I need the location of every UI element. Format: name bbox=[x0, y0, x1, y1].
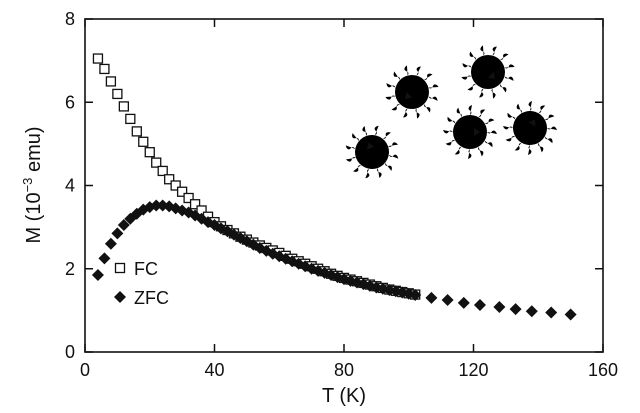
data-point bbox=[131, 126, 142, 137]
data-point bbox=[105, 76, 117, 87]
legend-label: ZFC bbox=[134, 288, 169, 308]
data-point bbox=[151, 157, 162, 168]
data-point bbox=[111, 227, 124, 240]
data-point bbox=[144, 147, 155, 158]
data-point bbox=[112, 88, 123, 100]
data-point bbox=[125, 113, 136, 125]
y-tick-label: 2 bbox=[65, 259, 75, 279]
legend-marker bbox=[114, 291, 126, 303]
data-point bbox=[473, 298, 486, 311]
x-tick-label: 0 bbox=[80, 360, 90, 380]
data-point bbox=[138, 136, 149, 147]
data-point bbox=[99, 63, 110, 75]
data-point bbox=[457, 296, 470, 309]
legend-marker bbox=[114, 262, 126, 274]
x-axis-label: T (K) bbox=[322, 385, 366, 407]
y-tick-label: 0 bbox=[65, 342, 75, 362]
data-point bbox=[157, 165, 168, 177]
data-point bbox=[98, 252, 111, 265]
y-tick-label: 4 bbox=[65, 176, 75, 196]
nanoparticle-illustration bbox=[337, 34, 566, 187]
data-point bbox=[525, 305, 538, 318]
data-point bbox=[189, 199, 201, 210]
y-axis-label: M (10−3 emu) bbox=[20, 126, 45, 243]
data-point bbox=[441, 293, 454, 306]
data-point bbox=[176, 186, 188, 197]
data-point bbox=[266, 247, 279, 260]
x-tick-label: 40 bbox=[204, 360, 224, 380]
data-point bbox=[170, 180, 181, 191]
x-tick-label: 160 bbox=[588, 360, 618, 380]
data-point bbox=[509, 303, 522, 316]
data-point bbox=[164, 174, 175, 185]
data-point bbox=[493, 301, 506, 314]
data-point bbox=[150, 199, 163, 212]
y-label-exponent: −3 bbox=[20, 178, 35, 193]
data-point bbox=[545, 306, 558, 319]
data-point bbox=[91, 268, 104, 281]
y-label-base: M (10 bbox=[23, 192, 45, 243]
data-point bbox=[183, 192, 194, 204]
x-tick-label: 120 bbox=[458, 360, 488, 380]
data-point bbox=[425, 291, 438, 304]
data-point bbox=[564, 308, 577, 321]
data-point bbox=[409, 288, 422, 301]
legend-label: FC bbox=[134, 259, 158, 279]
x-tick-label: 80 bbox=[334, 360, 354, 380]
y-label-unit: emu) bbox=[23, 126, 45, 177]
data-point bbox=[104, 237, 117, 250]
data-point bbox=[92, 53, 104, 64]
y-tick-label: 8 bbox=[65, 9, 75, 29]
data-point bbox=[118, 101, 129, 112]
y-tick-label: 6 bbox=[65, 92, 75, 112]
data-point bbox=[117, 219, 130, 232]
